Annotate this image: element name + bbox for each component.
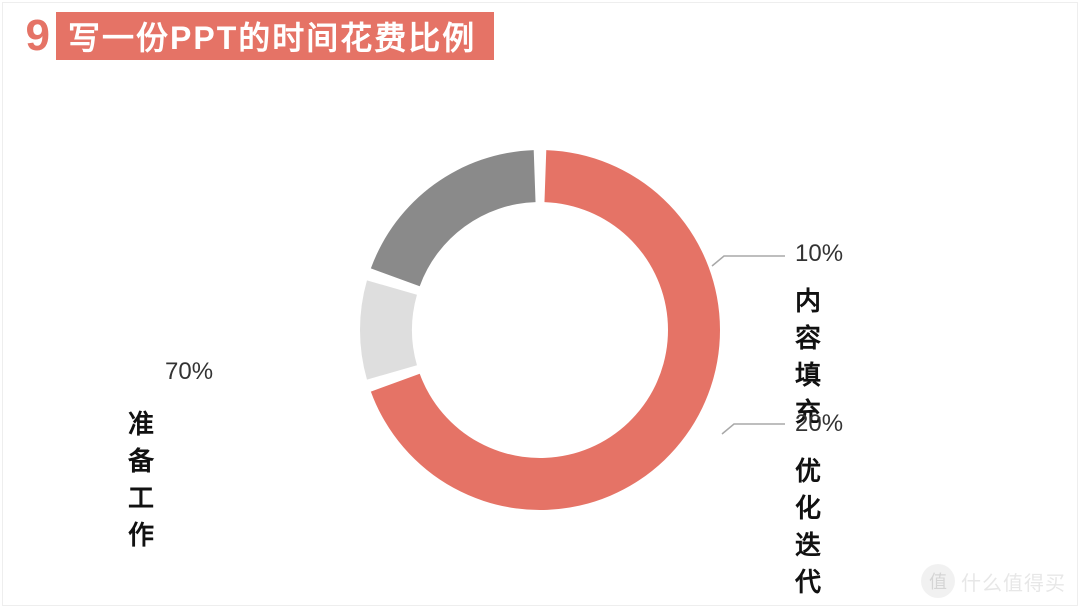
label-prep-name: 准备工作 bbox=[128, 404, 155, 552]
donut-segment-fill bbox=[360, 280, 417, 379]
label-iterate-name: 优化迭代 bbox=[795, 451, 822, 599]
label-fill-pct: 10% bbox=[795, 240, 843, 268]
title-bar: 写一份PPT的时间花费比例 bbox=[56, 12, 494, 60]
slide-number: 9 bbox=[0, 12, 56, 60]
watermark: 值 什么值得买 bbox=[921, 564, 1066, 598]
slide-title: 写一份PPT的时间花费比例 bbox=[68, 13, 476, 59]
label-iterate-pct: 20% bbox=[795, 410, 843, 438]
slide-header: 9 写一份PPT的时间花费比例 bbox=[0, 12, 494, 60]
label-prep-pct: 70% bbox=[165, 358, 213, 386]
donut-segment-iterate bbox=[371, 150, 536, 286]
watermark-text: 什么值得买 bbox=[961, 567, 1066, 596]
chart-stage: 70% 准备工作 10% 内容填充 20% 优化迭代 bbox=[0, 80, 1080, 570]
watermark-badge-icon: 值 bbox=[921, 564, 955, 598]
donut-chart bbox=[280, 100, 800, 560]
label-fill-name: 内容填充 bbox=[795, 281, 822, 429]
